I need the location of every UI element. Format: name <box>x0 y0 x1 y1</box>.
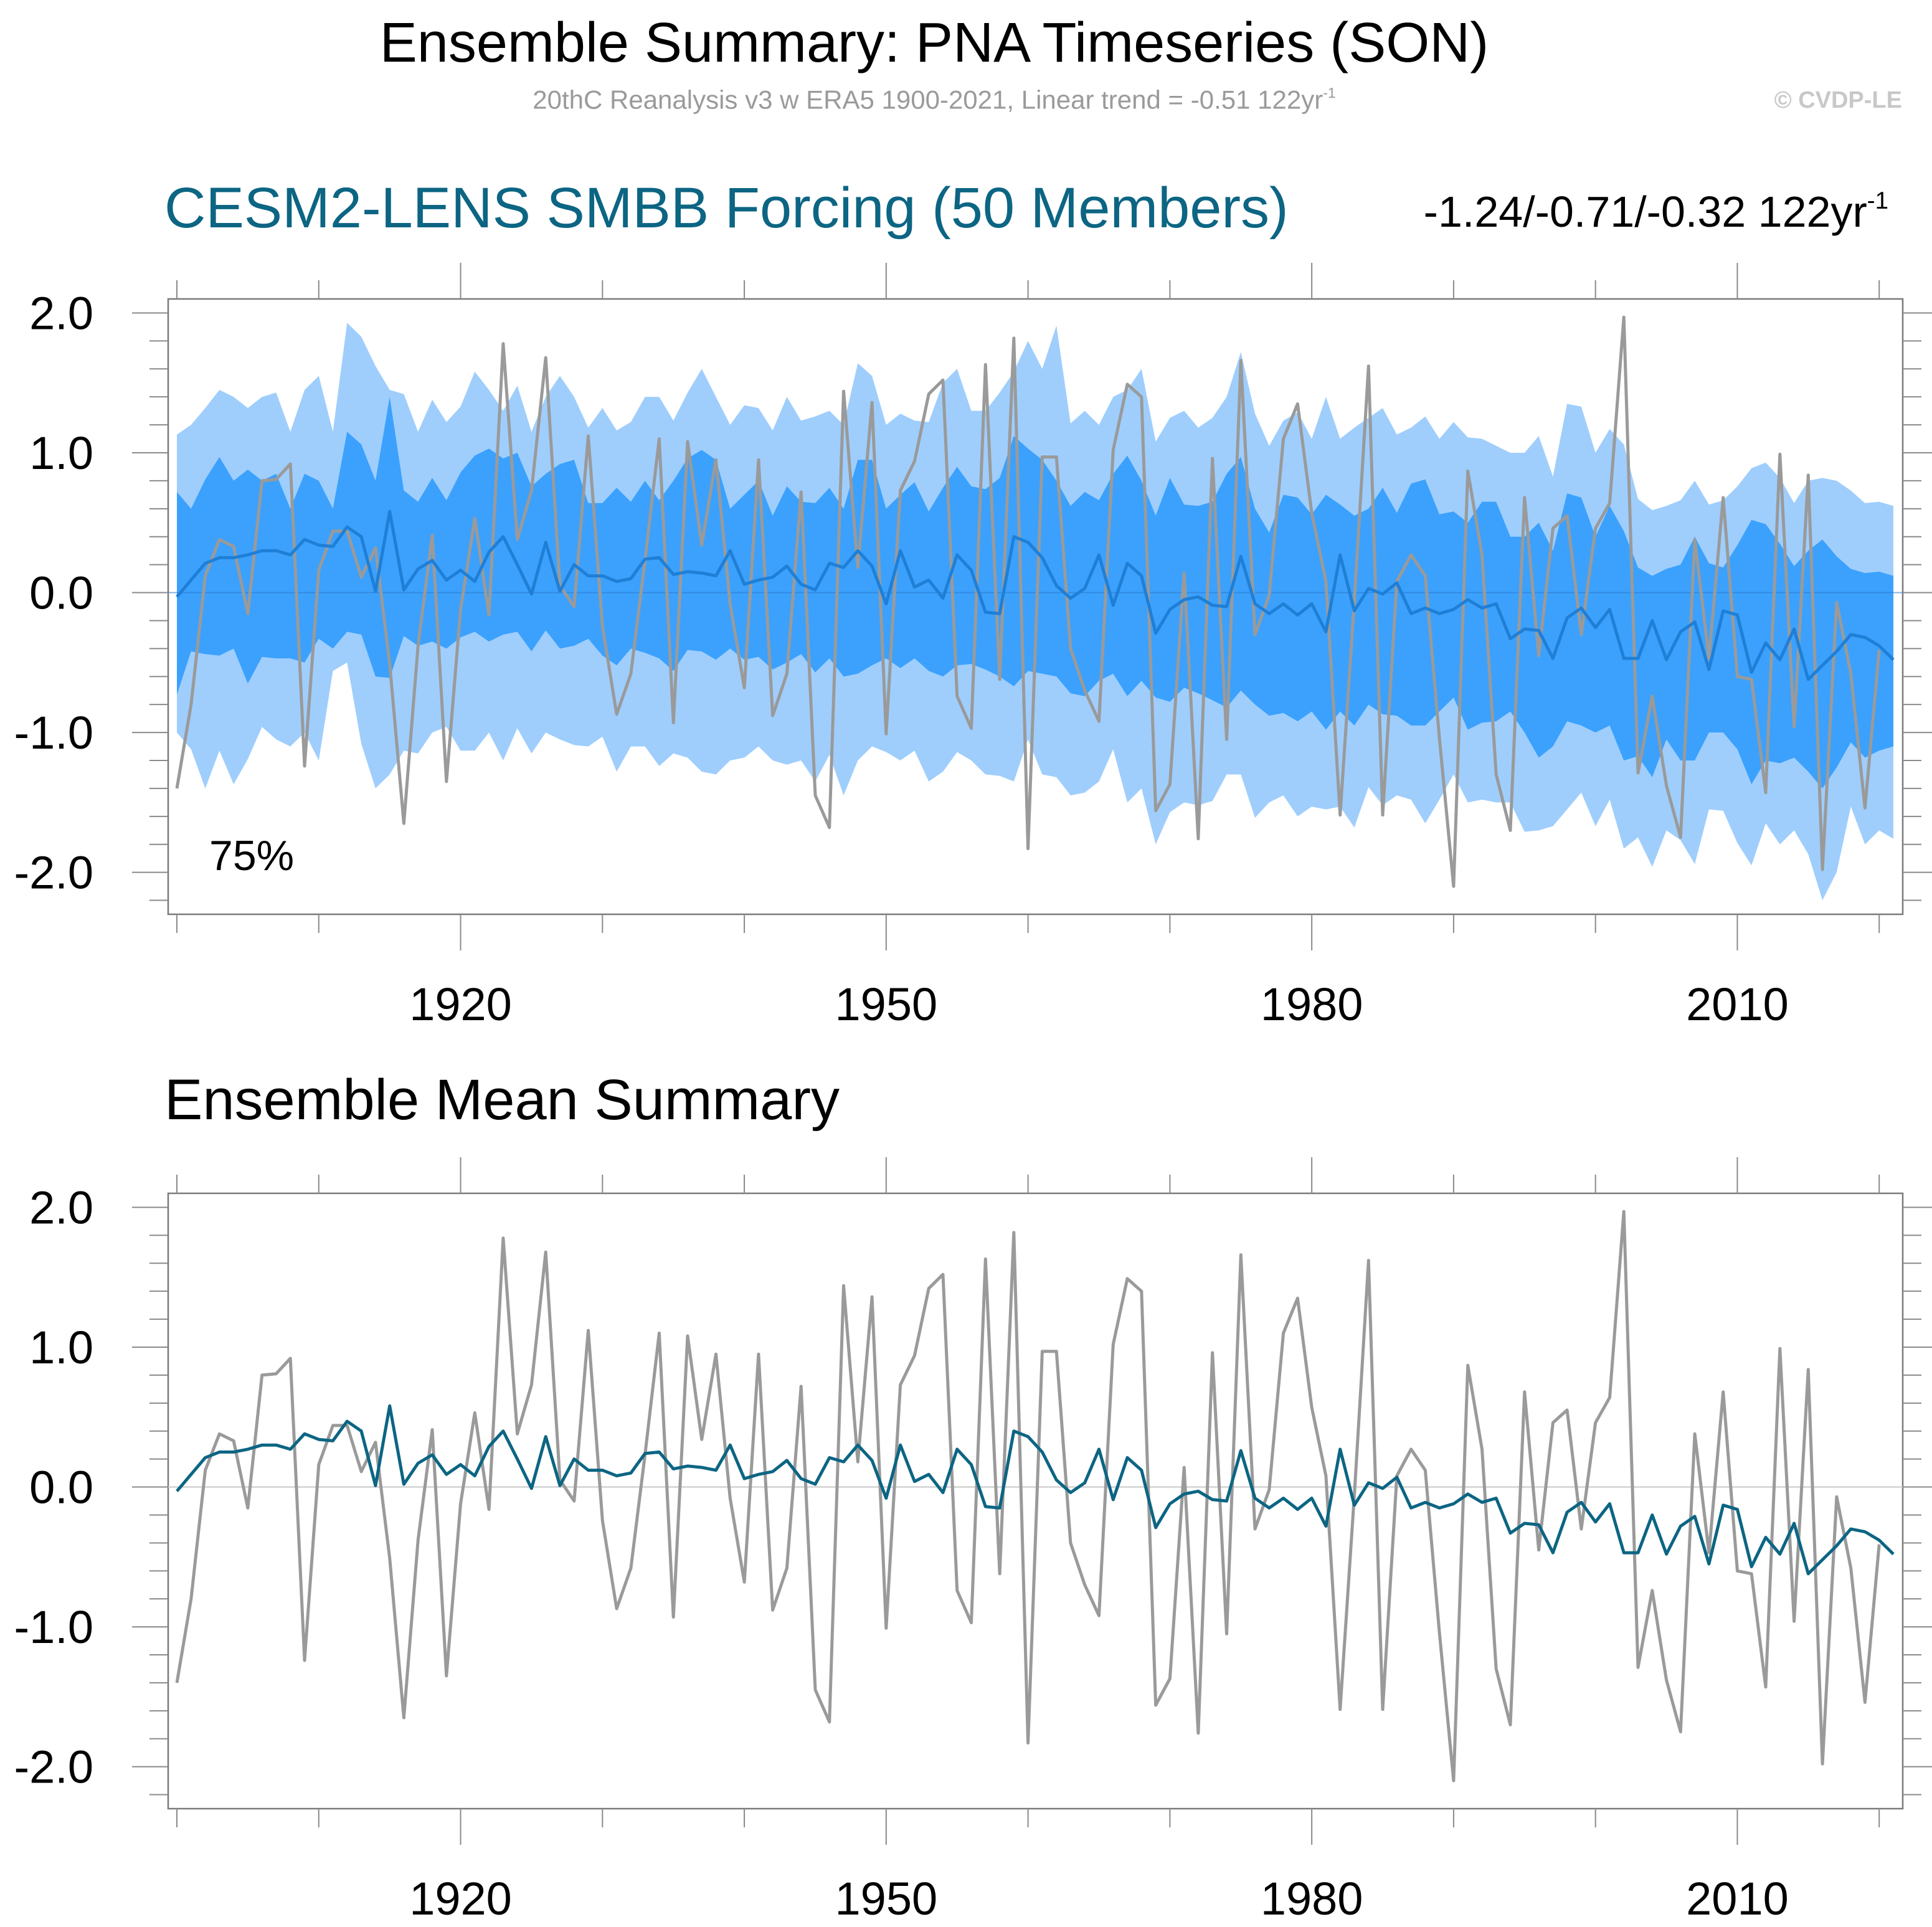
p2-xtick-label: 1920 <box>409 1873 512 1925</box>
copyright-label: © CVDP-LE <box>1774 87 1902 113</box>
subtitle-superscript: -1 <box>1323 85 1336 101</box>
p2-ytick-label: -2.0 <box>14 1741 93 1793</box>
p2-ytick-label: -1.0 <box>14 1601 93 1653</box>
p1-ytick-label: -2.0 <box>14 847 93 899</box>
p2-xtick-label: 1950 <box>835 1873 938 1925</box>
p1-ytick-label: 2.0 <box>29 287 93 339</box>
panel1-title: CESM2-LENS SMBB Forcing (50 Members) <box>164 176 1289 240</box>
panel1-plot: -2.0 -1.0 0.0 1.0 2.0 1920 1950 1980 2010 <box>14 263 1932 1030</box>
p1-ytick-label: -1.0 <box>14 707 93 759</box>
subtitle: 20thC Reanalysis v3 w ERA5 1900-2021, Li… <box>0 85 1868 115</box>
p1-frame <box>167 298 1904 916</box>
p2-xtick-label: 2010 <box>1686 1873 1789 1925</box>
p2-frame <box>167 1192 1904 1810</box>
p1-ensemble-mean-line <box>176 509 1895 681</box>
p1-xtick-label: 1920 <box>409 978 512 1030</box>
trend-range-text: -1.24/-0.71/-0.32 122yr <box>1423 187 1867 236</box>
p2-xtick-label: 1980 <box>1261 1873 1363 1925</box>
percent-label: 75% <box>209 832 294 879</box>
trend-range-label: -1.24/-0.71/-0.32 122yr-1 <box>1424 187 1888 237</box>
p2-ytick-label: 2.0 <box>29 1181 93 1233</box>
p1-xtick-label: 1980 <box>1261 978 1363 1030</box>
p2-ytick-label: 0.0 <box>29 1462 93 1513</box>
p2-ensemble-mean-line <box>176 1404 1895 1576</box>
p1-xtick-label: 1950 <box>835 978 938 1030</box>
p1-ytick-label: 0.0 <box>29 567 93 619</box>
p2-ytick-label: 1.0 <box>29 1322 93 1373</box>
p1-observations-line <box>175 315 1881 888</box>
trend-range-superscript: -1 <box>1867 187 1888 215</box>
p1-ytick-label: 1.0 <box>29 427 93 479</box>
p1-xtick-label: 2010 <box>1686 978 1789 1030</box>
panel2-plot: -2.0 -1.0 0.0 1.0 2.0 1920 1950 1980 2010 <box>14 1157 1932 1925</box>
panel2-title: Ensemble Mean Summary <box>164 1068 840 1132</box>
p2-observations-line <box>175 1210 1881 1783</box>
subtitle-text: 20thC Reanalysis v3 w ERA5 1900-2021, Li… <box>533 85 1324 115</box>
main-title: Ensemble Summary: PNA Timeseries (SON) <box>379 12 1489 74</box>
